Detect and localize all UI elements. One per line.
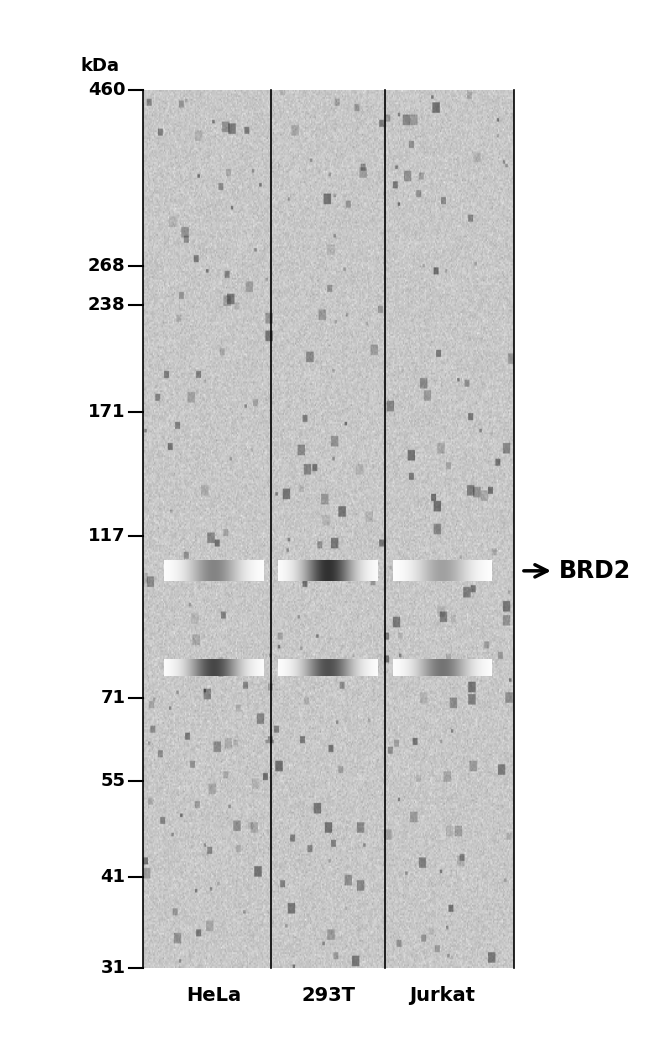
Text: 71: 71 xyxy=(101,689,125,707)
Text: BRD2: BRD2 xyxy=(559,559,631,583)
Text: 31: 31 xyxy=(101,959,125,977)
Text: HeLa: HeLa xyxy=(187,986,242,1005)
Text: 55: 55 xyxy=(101,772,125,790)
Text: 460: 460 xyxy=(88,81,125,99)
Text: 293T: 293T xyxy=(301,986,356,1005)
Text: kDa: kDa xyxy=(81,57,120,75)
Text: 117: 117 xyxy=(88,527,125,545)
Text: 41: 41 xyxy=(101,868,125,886)
Text: 171: 171 xyxy=(88,403,125,421)
Text: 268: 268 xyxy=(88,257,125,275)
Text: Jurkat: Jurkat xyxy=(410,986,476,1005)
Text: 238: 238 xyxy=(88,296,125,314)
